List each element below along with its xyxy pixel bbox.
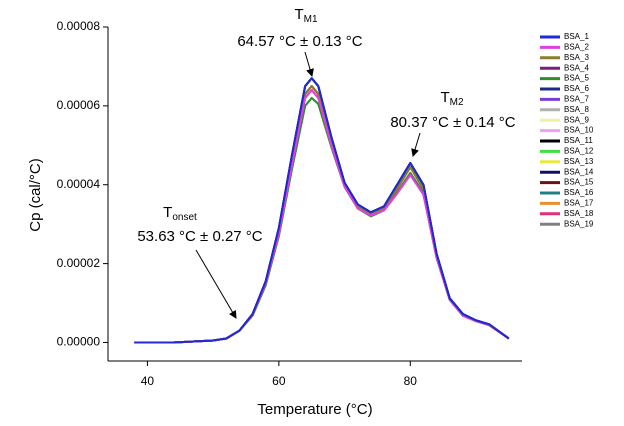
y-tick-label: 0.00002: [57, 256, 101, 270]
legend-label: BSA_8: [564, 105, 589, 114]
legend-label: BSA_9: [564, 115, 589, 124]
x-tick-label: 80: [404, 374, 418, 388]
annotation-arrow: [411, 132, 421, 157]
annotation-symbol: T: [294, 6, 303, 23]
legend-label: BSA_12: [564, 147, 594, 156]
annotation-symbol: T: [440, 89, 449, 106]
series-layer: [134, 77, 510, 344]
legend-label: BSA_7: [564, 95, 589, 104]
legend-label: BSA_14: [564, 167, 594, 176]
annotation-symbol: T: [163, 204, 172, 221]
legend-label: BSA_1: [564, 32, 589, 41]
x-axis-label: Temperature (°C): [257, 401, 372, 418]
legend-label: BSA_6: [564, 84, 589, 93]
legend-label: BSA_19: [564, 219, 594, 228]
annotation-symbol: TM2: [440, 89, 464, 108]
y-axis-label: Cp (cal/°C): [27, 158, 44, 232]
y-tick-label: 0.00004: [57, 177, 101, 191]
annotation-text: 64.57 °C ± 0.13 °C: [237, 33, 362, 50]
legend-label: BSA_16: [564, 188, 594, 197]
annotation-text: 53.63 °C ± 0.27 °C: [137, 228, 262, 245]
y-tick-label: 0.00006: [57, 98, 101, 112]
y-tick-label: 0.00008: [57, 19, 101, 33]
annotation-arrow: [304, 51, 314, 77]
legend-label: BSA_17: [564, 199, 594, 208]
legend-label: BSA_4: [564, 63, 589, 72]
annotation-subscript: M1: [304, 14, 318, 25]
annotation-subscript: onset: [172, 212, 197, 223]
annotation-symbol: TM1: [294, 6, 318, 25]
annotation-arrow: [195, 249, 237, 319]
legend-label: BSA_18: [564, 209, 594, 218]
legend-label: BSA_15: [564, 178, 594, 187]
legend-label: BSA_5: [564, 74, 589, 83]
x-tick-label: 60: [272, 374, 286, 388]
legend-label: BSA_10: [564, 126, 594, 135]
annotation-text: 80.37 °C ± 0.14 °C: [390, 114, 515, 131]
y-tick-label: 0.00000: [57, 335, 101, 349]
series-line: [134, 77, 510, 344]
legend-label: BSA_2: [564, 43, 589, 52]
annotation-subscript: M2: [450, 97, 464, 108]
legend-label: BSA_3: [564, 53, 589, 62]
x-tick-label: 40: [141, 374, 155, 388]
legend-label: BSA_11: [564, 136, 593, 145]
annotation-symbol: Tonset: [163, 204, 197, 223]
legend-label: BSA_13: [564, 157, 594, 166]
